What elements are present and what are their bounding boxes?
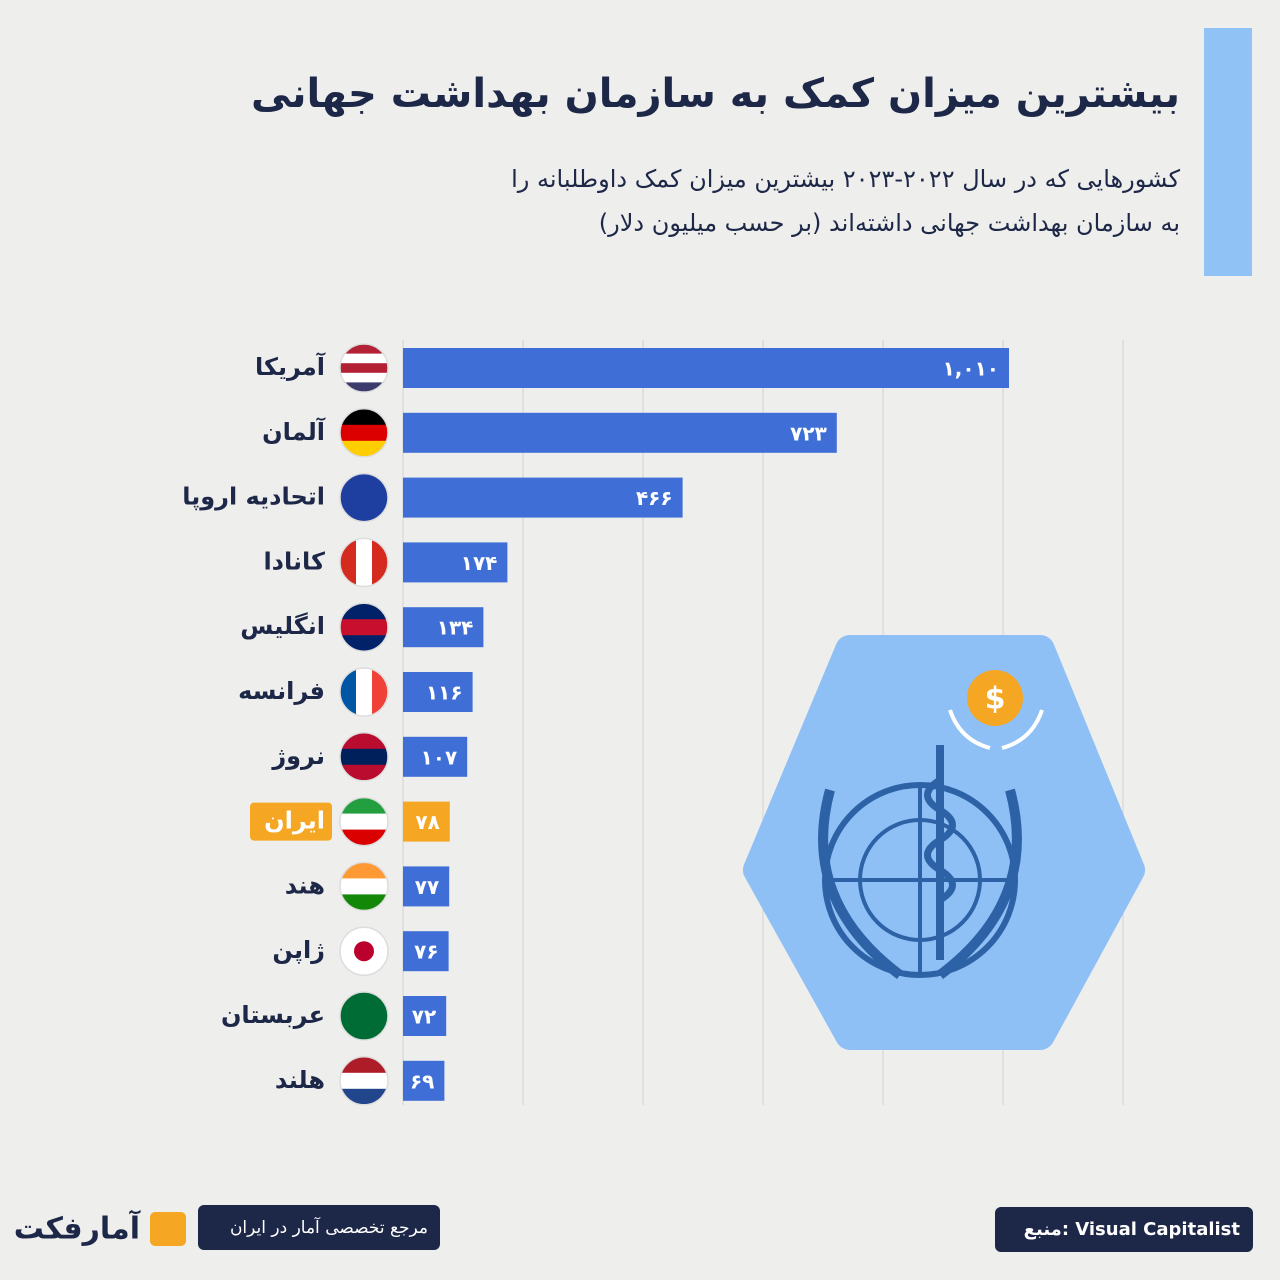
flag-stripe xyxy=(340,878,388,895)
bar xyxy=(403,736,468,777)
flag-stripe xyxy=(340,1056,388,1074)
accent-bar xyxy=(1204,28,1252,276)
category-label: آمریکا xyxy=(255,352,326,381)
category-label: اتحادیه اروپا xyxy=(182,483,325,511)
value-label: ۷۲۳ xyxy=(790,421,827,445)
subtitle: کشورهایی که در سال ۲۰۲۲-۲۰۲۳ بیشترین میز… xyxy=(511,165,1180,193)
value-label: ۱۰۷ xyxy=(421,745,458,769)
flag-ring xyxy=(339,926,389,976)
brand-logo: آمارفکت xyxy=(14,1210,141,1247)
flag-stripe xyxy=(340,408,388,426)
flag-stripe xyxy=(340,538,357,587)
bar xyxy=(403,672,473,712)
bar xyxy=(403,412,837,453)
category-label: نروژ xyxy=(271,742,325,770)
flag-stripe xyxy=(340,732,388,750)
flag-stripe xyxy=(340,619,388,636)
bar xyxy=(403,348,1009,388)
value-label: ۷۶ xyxy=(414,940,438,964)
bars: آمریکا ۱,۰۱۰ آلمان ۷۲۳ اتحادیه اروپا ۴۶۶ کاناد… xyxy=(182,343,1009,1106)
flag-stripe xyxy=(340,748,388,766)
flag-stripe xyxy=(340,382,388,392)
subtitle: به سازمان بهداشت جهانی داشته‌اند (بر حسب… xyxy=(599,209,1180,237)
bar xyxy=(403,866,450,907)
bar xyxy=(403,477,683,518)
value-label: ۱۱۶ xyxy=(426,681,463,705)
category-label: هند xyxy=(285,871,325,899)
flag-stripe xyxy=(356,538,373,587)
value-label: ۴۶۶ xyxy=(636,486,673,510)
flag-stripe xyxy=(340,992,388,1040)
category-label: آلمان xyxy=(262,417,326,446)
svg-text:$: $ xyxy=(985,682,1006,717)
flag-stripe xyxy=(340,813,388,831)
bar xyxy=(403,607,484,648)
flag xyxy=(340,992,388,1040)
value-label: ۷۸ xyxy=(415,810,439,834)
highlight-box xyxy=(250,802,332,841)
flag-stripe xyxy=(340,668,357,716)
category-label: انگلیس xyxy=(240,612,325,640)
flag-ring xyxy=(339,667,389,717)
source-box xyxy=(995,1207,1253,1252)
flag-stripe xyxy=(340,1072,388,1090)
value-label: ۷۷ xyxy=(415,875,439,899)
flag-ring xyxy=(339,796,389,847)
flag-ring xyxy=(339,732,389,782)
who-emblem: $ xyxy=(743,635,1145,1050)
brand-logo-mark xyxy=(150,1212,186,1246)
flag-ring xyxy=(339,602,389,652)
flag-ring xyxy=(339,408,389,458)
flag-sun xyxy=(354,941,374,962)
flag-stripe xyxy=(340,603,388,620)
flag-stripe xyxy=(340,372,388,383)
category-label: ایران xyxy=(264,807,325,835)
flag-ring xyxy=(339,537,389,588)
category-label: فرانسه xyxy=(238,677,325,705)
category-label: کانادا xyxy=(263,547,325,575)
flag-ring xyxy=(339,1056,389,1106)
flag xyxy=(340,473,388,522)
value-label: ۱,۰۱۰ xyxy=(943,357,999,381)
bar xyxy=(403,931,449,972)
flag-ring xyxy=(339,472,389,523)
flag-ring xyxy=(339,861,389,912)
value-label: ۶۹ xyxy=(410,1069,434,1093)
bar xyxy=(403,542,508,583)
flag-ring xyxy=(339,991,389,1041)
value-label: ۱۷۴ xyxy=(461,551,498,575)
category-label: ژاپن xyxy=(272,936,325,964)
flag-stripe xyxy=(340,353,388,364)
bar xyxy=(403,996,447,1036)
bar xyxy=(403,1060,445,1101)
brand-tagline: مرجع تخصصی آمار در ایران xyxy=(230,1216,428,1238)
flag-stripe xyxy=(340,363,388,374)
flag xyxy=(340,732,388,781)
flag xyxy=(340,344,388,392)
category-label: عربستان xyxy=(221,1001,325,1029)
value-label: ۷۲ xyxy=(412,1005,436,1029)
flag-stripe xyxy=(340,862,388,879)
chart-title: بیشترین میزان کمک به سازمان بهداشت جهانی xyxy=(251,71,1180,117)
tagline-box xyxy=(198,1205,440,1250)
flag-stripe xyxy=(340,424,388,442)
value-label: ۱۳۴ xyxy=(437,616,474,640)
bar xyxy=(403,801,450,842)
source: منبع: Visual Capitalist xyxy=(1024,1219,1241,1240)
flag-stripe xyxy=(340,797,388,815)
flag-ring xyxy=(339,343,389,393)
flag-stripe xyxy=(340,473,388,522)
flag-stripe xyxy=(356,668,373,716)
category-label: هلند xyxy=(275,1066,325,1094)
flag-stripe xyxy=(340,344,388,355)
flag xyxy=(340,927,388,976)
